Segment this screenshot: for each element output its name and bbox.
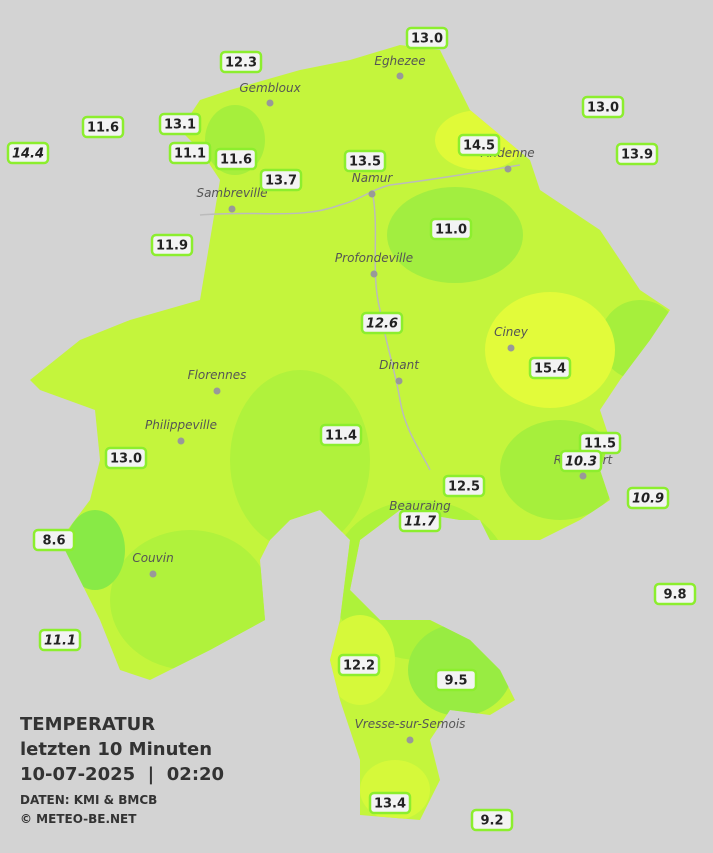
station-value: 11.6 xyxy=(220,153,252,168)
station-value: 9.5 xyxy=(444,674,467,689)
city-label: Sambreville xyxy=(196,186,267,200)
station-box xyxy=(626,486,670,510)
river xyxy=(371,189,431,471)
station-box xyxy=(32,528,76,552)
station-value: 11.9 xyxy=(156,239,188,254)
station-box xyxy=(653,582,697,606)
city-dot xyxy=(149,570,157,578)
station-box xyxy=(528,356,572,380)
station-value: 13.4 xyxy=(374,797,406,812)
city-label: Florennes xyxy=(188,368,247,382)
station-value: 11.0 xyxy=(435,223,467,238)
station-box xyxy=(337,653,381,677)
copyright: © METEO-BE.NET xyxy=(20,812,137,826)
station-value: 11.1 xyxy=(44,634,76,649)
city-dot xyxy=(177,437,185,445)
station-box xyxy=(150,233,194,257)
city-label: Ciney xyxy=(494,325,529,339)
station-box xyxy=(343,149,387,173)
station-box xyxy=(259,168,303,192)
river xyxy=(199,164,521,216)
station-value: 11.5 xyxy=(584,437,616,452)
station-value: 13.1 xyxy=(164,118,196,133)
station-value: 8.6 xyxy=(42,534,65,549)
station-value: 12.5 xyxy=(448,480,480,495)
station-value: 15.4 xyxy=(534,362,566,377)
city-dot xyxy=(507,344,515,352)
station-box xyxy=(219,50,263,74)
city-label: Gembloux xyxy=(239,81,301,95)
station-box xyxy=(168,141,212,165)
city-dot xyxy=(504,165,512,173)
city-dot xyxy=(395,377,403,385)
station-box xyxy=(104,446,148,470)
station-box xyxy=(6,141,50,165)
source: DATEN: KMI & BMCB xyxy=(20,793,157,807)
station-value: 9.8 xyxy=(663,588,686,603)
station-box xyxy=(214,147,258,171)
station-value: 12.2 xyxy=(343,659,375,674)
station-box xyxy=(559,449,603,473)
station-value: 9.2 xyxy=(480,814,503,829)
station-box xyxy=(398,509,442,533)
city-label: Philippeville xyxy=(145,418,217,432)
station-box xyxy=(360,311,404,335)
city-label: Namur xyxy=(352,171,394,185)
station-value: 13.0 xyxy=(587,101,619,116)
title: TEMPERATUR xyxy=(20,714,155,735)
station-value: 11.4 xyxy=(325,429,357,444)
station-box xyxy=(158,112,202,136)
city-dot xyxy=(579,472,587,480)
city-dot xyxy=(213,387,221,395)
station-box xyxy=(429,217,473,241)
station-value: 14.5 xyxy=(463,139,495,154)
station-box xyxy=(581,95,625,119)
station-box xyxy=(38,628,82,652)
station-value: 14.4 xyxy=(12,147,44,162)
station-box xyxy=(434,668,478,692)
city-label: Couvin xyxy=(132,551,173,565)
station-box xyxy=(470,808,514,832)
station-box xyxy=(319,423,363,447)
city-label: Dinant xyxy=(379,358,420,372)
station-box xyxy=(368,791,412,815)
station-box xyxy=(405,26,449,50)
station-box xyxy=(442,474,486,498)
station-value: 13.0 xyxy=(110,452,142,467)
station-value: 10.9 xyxy=(632,492,664,507)
city-dot xyxy=(228,205,236,213)
city-dot xyxy=(406,736,414,744)
city-label: Beauraing xyxy=(389,499,451,513)
station-box xyxy=(615,142,659,166)
city-dot xyxy=(396,72,404,80)
station-value: 13.9 xyxy=(621,148,653,163)
subtitle: letzten 10 Minuten xyxy=(20,739,212,760)
station-value: 12.6 xyxy=(366,317,398,332)
station-value: 11.1 xyxy=(174,147,206,162)
city-label: Profondeville xyxy=(335,251,413,265)
station-value: 13.7 xyxy=(265,174,297,189)
city-dot xyxy=(370,270,378,278)
city-label: Vresse-sur-Semois xyxy=(355,717,466,731)
station-box xyxy=(457,133,501,157)
datetime: 10-07-2025 | 02:20 xyxy=(20,764,224,785)
station-value: 13.5 xyxy=(349,155,381,170)
city-dot xyxy=(368,190,376,198)
station-box xyxy=(81,115,125,139)
station-value: 13.0 xyxy=(411,32,443,47)
station-value: 11.6 xyxy=(87,121,119,136)
city-label: Eghezee xyxy=(374,54,425,68)
station-value: 12.3 xyxy=(225,56,257,71)
station-value: 10.3 xyxy=(565,455,597,470)
station-value: 11.7 xyxy=(404,515,437,530)
city-dot xyxy=(266,99,274,107)
